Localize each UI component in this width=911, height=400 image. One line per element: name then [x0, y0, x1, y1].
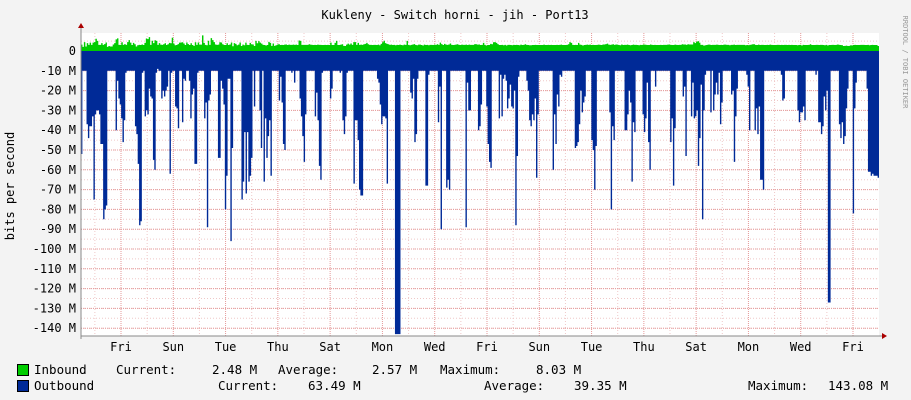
x-tick-label: Tue: [215, 340, 237, 354]
outbound-maximum-value: 143.08 M: [828, 378, 889, 393]
inbound-average-label: Average:: [278, 362, 339, 377]
legend-row-outbound: Outbound Current: 63.49 M Average: 39.35…: [0, 378, 911, 394]
x-tick-label: Thu: [267, 340, 289, 354]
x-tick-label: Fri: [842, 340, 864, 354]
outbound-swatch-icon: [17, 380, 29, 392]
inbound-series-area: [81, 35, 879, 51]
y-tick-label: -40 M: [40, 123, 76, 137]
traffic-chart: 0 -10 M -20 M -30 M -40 M -50 M -60 M -70 M -80 …: [3, 8, 909, 354]
x-tick-label: Sat: [685, 340, 707, 354]
x-tick-label: Tue: [581, 340, 603, 354]
inbound-name: Inbound: [34, 362, 87, 377]
x-tick-label: Mon: [738, 340, 760, 354]
chart-title: Kukleny - Switch horni - jih - Port13: [321, 8, 588, 22]
y-axis-label: bits per second: [3, 132, 17, 240]
y-tick-label: -110 M: [33, 262, 76, 276]
inbound-maximum-value: 8.03 M: [536, 362, 582, 377]
x-tick-label: Sun: [162, 340, 184, 354]
x-tick-label: Fri: [110, 340, 132, 354]
x-tick-label: Wed: [424, 340, 446, 354]
x-tick-label: Fri: [476, 340, 498, 354]
y-tick-label: -50 M: [40, 143, 76, 157]
outbound-current-value: 63.49 M: [308, 378, 361, 393]
outbound-series-area: [81, 51, 879, 335]
y-tick-label: 0: [69, 44, 76, 58]
inbound-current-label: Current:: [116, 362, 177, 377]
y-tick-label: -90 M: [40, 222, 76, 236]
legend-row-inbound: Inbound Current: 2.48 M Average: 2.57 M …: [0, 362, 911, 378]
outbound-current-label: Current:: [218, 378, 279, 393]
y-tick-label: -60 M: [40, 163, 76, 177]
y-tick-label: -20 M: [40, 84, 76, 98]
inbound-swatch-icon: [17, 364, 29, 376]
legend: Inbound Current: 2.48 M Average: 2.57 M …: [0, 360, 911, 400]
y-tick-label: -130 M: [33, 301, 76, 315]
y-tick-label: -80 M: [40, 202, 76, 216]
outbound-average-label: Average:: [484, 378, 545, 393]
x-tick-label: Wed: [790, 340, 812, 354]
y-tick-label: -140 M: [33, 321, 76, 335]
x-tick-label: Sun: [528, 340, 550, 354]
x-tick-label: Mon: [372, 340, 394, 354]
outbound-name: Outbound: [34, 378, 95, 393]
y-tick-label: -70 M: [40, 183, 76, 197]
watermark-text: RRDTOOL / TOBI OETIKER: [901, 16, 909, 110]
y-tick-label: -30 M: [40, 103, 76, 117]
y-tick-label: -100 M: [33, 242, 76, 256]
y-tick-label: -120 M: [33, 282, 76, 296]
y-tick-label: -10 M: [40, 64, 76, 78]
x-tick-label: Sat: [319, 340, 341, 354]
x-axis-arrow-icon: [882, 333, 887, 339]
y-axis-arrow-icon: [78, 23, 84, 28]
inbound-average-value: 2.57 M: [372, 362, 418, 377]
outbound-maximum-label: Maximum:: [748, 378, 809, 393]
inbound-current-value: 2.48 M: [212, 362, 258, 377]
inbound-maximum-label: Maximum:: [440, 362, 501, 377]
x-tick-label: Thu: [633, 340, 655, 354]
outbound-average-value: 39.35 M: [574, 378, 627, 393]
